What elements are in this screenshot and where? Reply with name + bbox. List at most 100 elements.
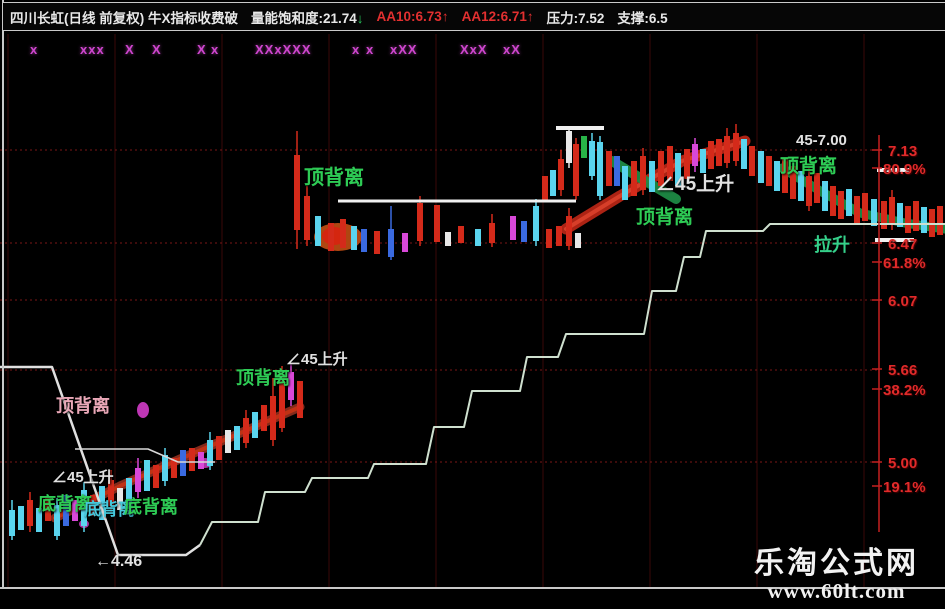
price-axis-label: 6.47 [888,236,918,253]
title-bar: 四川长虹(日线 前复权) 牛X指标收费破 量能饱和度:21.74↓ AA10:6… [2,2,945,31]
candle-body [198,452,204,469]
candle-body [234,426,240,450]
candle-body [862,193,868,221]
candle-body [814,173,820,203]
candle-body [252,412,258,438]
candle-body [871,199,877,226]
candle-body [207,440,213,466]
signal-blob [137,402,149,418]
candle-body [806,176,812,206]
candle-body [741,139,747,169]
candle-body [18,506,24,530]
candle-body [135,468,141,492]
chart-annotation: 底背离 [38,494,92,514]
signal-x-mark: xXX [390,42,418,57]
candle-body [9,510,15,536]
candle-body [556,226,562,246]
candle-body [542,176,548,200]
candle-body [838,191,844,219]
candle-body [328,223,334,251]
candle-body [294,155,300,230]
chart-annotation: 底背离 [84,500,135,519]
stock-title: 四川长虹(日线 前复权) 牛X指标收费破 [10,10,238,26]
candle-body [279,375,285,428]
candle-body [27,500,33,526]
price-axis-label: 61.8% [883,255,926,272]
candle-body [724,136,730,163]
price-axis-label: 19.1% [883,479,926,496]
candle-body [81,490,87,526]
candle-body [63,495,69,526]
candle-body [225,430,231,453]
candle-body [261,405,267,431]
candle-body [388,229,394,257]
candle-body [631,161,637,196]
candle-body [758,151,764,183]
support-value: 支撑:6.5 [617,10,668,26]
candle-body [798,171,804,201]
chart-annotation: ←4.46 [95,553,143,570]
candle-body [117,488,123,510]
candle-body [937,206,943,235]
signal-x-mark: XxX [460,42,488,57]
pressure-value: 压力:7.52 [546,10,605,26]
candle-body [766,156,772,186]
price-axis-label: 80.9% [883,161,926,178]
chart-annotation: ∠45上升 [52,469,114,486]
down-arrow-icon: ↓ [356,10,364,26]
candle-body [489,223,495,243]
candle-body [216,436,222,460]
candle-body [913,201,919,231]
volume-saturation-value: 量能饱和度:21.74↓ [251,10,364,26]
candle-body [658,151,664,186]
chart-annotation: 顶背离 [236,368,290,388]
chart-annotation: 底背离 [124,497,178,517]
price-axis-label: 38.2% [883,382,926,399]
watermark-site-name: 乐淘公式网 [754,546,919,580]
candle-body [573,144,579,196]
candle-body [581,136,587,158]
candle-body [733,133,739,161]
candle-body [589,141,595,176]
candle-body [774,161,780,191]
candle-body [126,478,132,502]
candle-body [144,460,150,491]
price-axis-label: 5.66 [888,362,918,379]
candle-body [558,159,564,190]
candle-body [575,233,581,248]
signal-x-mark: xX [503,42,521,57]
watermark-url: www.60lt.com [767,579,906,603]
candle-body [684,149,690,179]
candle-body [99,486,105,520]
candle-body [171,458,177,478]
candle-body [533,206,539,241]
chart-annotation: 顶背离 [56,396,110,416]
signal-x-mark: xxx [80,42,105,57]
candle-body [36,508,42,532]
price-axis-label: 7.13 [888,143,918,160]
chart-annotation: 顶背离 [780,156,838,177]
aa10-value: AA10:6.73↑ [376,9,449,24]
signal-x-mark: XXxXXX [255,42,312,57]
candle-body [304,196,310,240]
candle-body [667,146,673,181]
candle-body [351,226,357,250]
signal-x-mark: x [30,42,39,57]
candle-body [921,207,927,233]
aa12-value: AA12:6.71↑ [461,9,534,24]
chart-annotation: ∠45上升 [286,351,348,368]
candle-body [606,151,612,186]
candle-body [830,186,836,216]
candle-body [434,205,440,242]
candle-body [889,197,895,225]
signal-x-mark: X [125,42,135,57]
candle-body [782,159,788,193]
candle-body [445,232,451,246]
candle-body [822,181,828,211]
candle-body [897,203,903,227]
candle-body [340,219,346,248]
candle-body [417,203,423,241]
candle-body [566,131,572,163]
